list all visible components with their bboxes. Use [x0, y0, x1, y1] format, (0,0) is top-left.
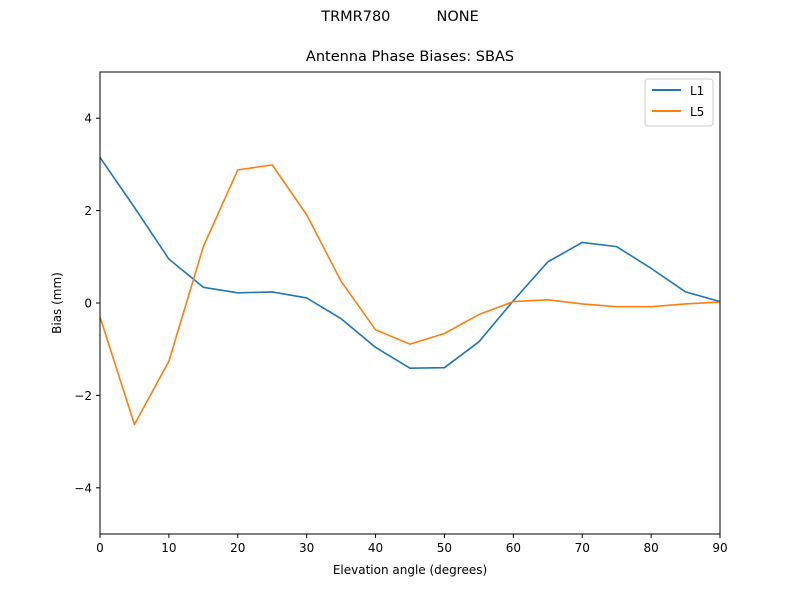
legend: L1 L5 — [644, 78, 714, 127]
axes-frame — [99, 71, 721, 535]
chart-title: Antenna Phase Biases: SBAS — [305, 49, 515, 65]
x-tick-label: 70 — [575, 541, 590, 555]
x-tick-label: 60 — [506, 541, 521, 555]
x-tick-label: 0 — [96, 541, 104, 555]
x-axis-label: Elevation angle (degrees) — [333, 563, 487, 577]
legend-l1-label: L1 — [690, 84, 704, 98]
x-axis-ticks: 0 10 20 30 40 50 60 70 80 90 — [96, 534, 728, 555]
x-tick-label: 20 — [230, 541, 245, 555]
y-tick-label: 4 — [84, 112, 92, 126]
y-tick-label: −4 — [74, 481, 92, 495]
y-axis-ticks: −4 −2 0 2 4 — [74, 112, 100, 495]
y-tick-label: 2 — [84, 204, 92, 218]
x-tick-label: 90 — [712, 541, 727, 555]
series-line-l5 — [100, 164, 720, 426]
y-tick-label: −2 — [74, 389, 92, 403]
x-tick-label: 50 — [437, 541, 452, 555]
x-tick-label: 40 — [368, 541, 383, 555]
legend-l5-label: L5 — [690, 105, 704, 119]
series-layer — [100, 157, 720, 426]
x-tick-label: 30 — [299, 541, 314, 555]
figure-suptitle: TRMR780 NONE — [321, 9, 479, 25]
series-line-l1 — [100, 157, 720, 369]
y-axis-label: Bias (mm) — [50, 272, 64, 334]
x-tick-label: 10 — [161, 541, 176, 555]
x-tick-label: 80 — [643, 541, 658, 555]
y-tick-label: 0 — [84, 297, 92, 311]
